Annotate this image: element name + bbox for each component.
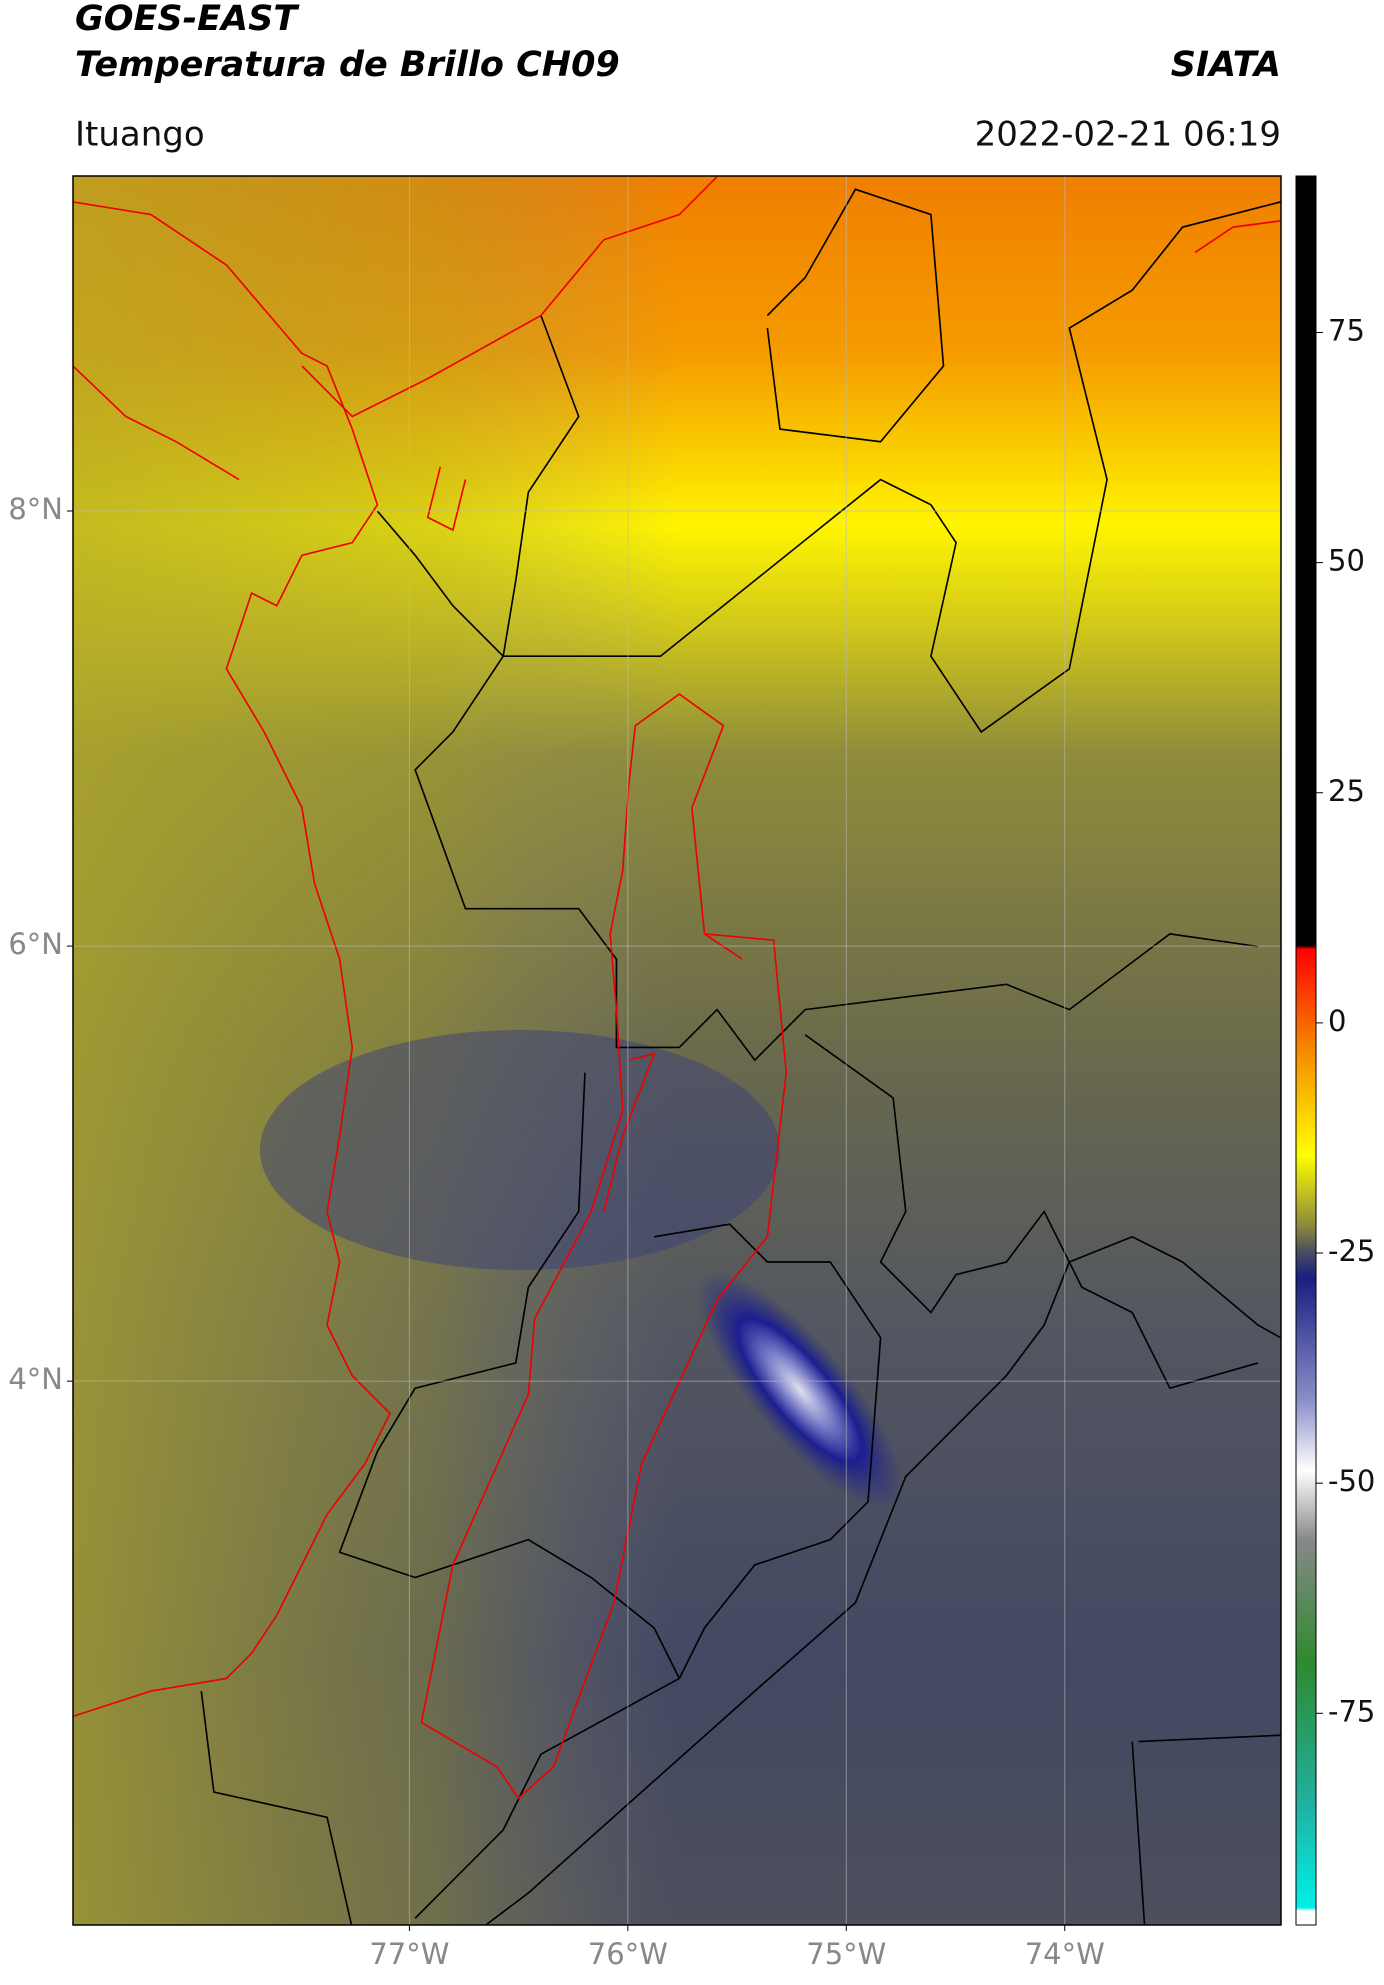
west-shade xyxy=(73,176,1281,1925)
colorbar-tick-label: -25 xyxy=(1328,1234,1375,1268)
colorbar-tick-label: 75 xyxy=(1328,313,1365,347)
location: Ituango xyxy=(75,115,205,155)
y-tick-label: 8°N xyxy=(8,492,63,526)
colorbar-tick-label: -75 xyxy=(1328,1694,1375,1728)
colorbar xyxy=(1295,175,1317,1926)
colorbar-tick-label: 0 xyxy=(1328,1004,1346,1038)
y-tick-label: 4°N xyxy=(8,1362,63,1396)
timestamp: 2022-02-21 06:19 xyxy=(975,115,1281,155)
colorbar-tick-label: -50 xyxy=(1328,1464,1375,1498)
map-field xyxy=(73,176,1281,1925)
x-tick-label: 77°W xyxy=(369,1937,449,1971)
cold-core xyxy=(696,1271,904,1509)
title: GOES-EAST xyxy=(75,0,300,39)
map-frame xyxy=(72,175,1282,1926)
grid xyxy=(73,176,1281,1925)
x-tick-label: 74°W xyxy=(1025,1937,1105,1971)
colorbar-tick-label: 50 xyxy=(1328,544,1365,578)
subtitle: Temperatura de Brillo CH09 xyxy=(75,45,620,85)
organization: SIATA xyxy=(1171,45,1281,85)
boundaries xyxy=(73,176,1281,1925)
colorbar-tick-label: 25 xyxy=(1328,774,1365,808)
y-tick-label: 6°N xyxy=(8,927,63,961)
cold-area xyxy=(260,1030,780,1270)
x-tick-label: 75°W xyxy=(806,1937,886,1971)
x-tick-label: 76°W xyxy=(588,1937,668,1971)
